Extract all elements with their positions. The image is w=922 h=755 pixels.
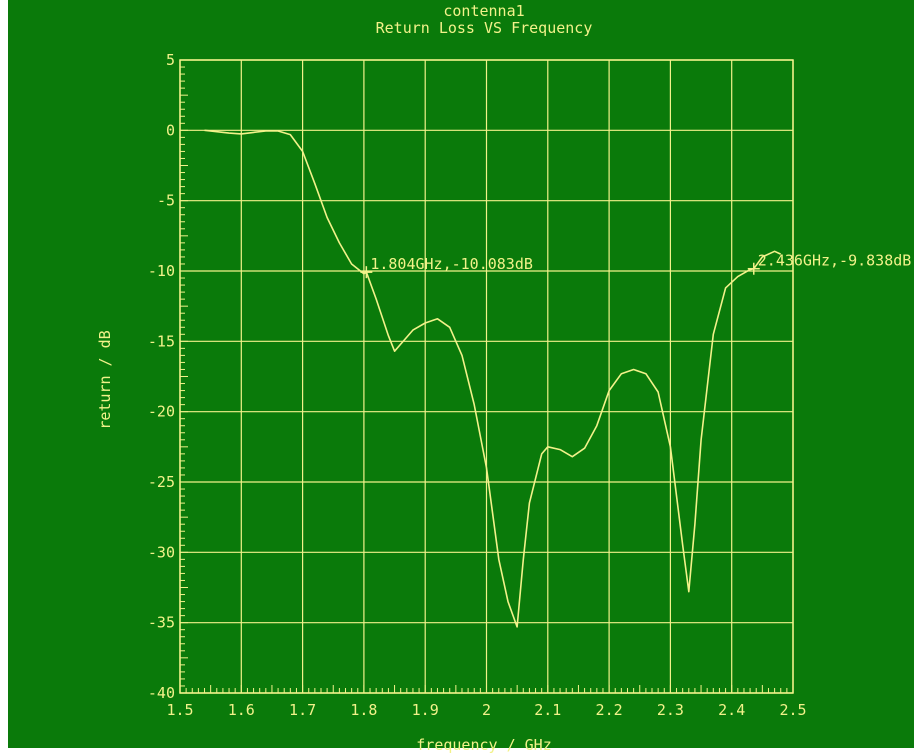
y-tick-label: -5 [157, 192, 175, 210]
plot-frame [8, 0, 914, 748]
y-tick-label: 0 [166, 121, 175, 139]
y-tick-label: -30 [148, 543, 175, 561]
x-tick-label: 2.3 [657, 701, 684, 719]
marker-label: 1.804GHz,-10.083dB [370, 255, 533, 273]
axes-frame [179, 59, 794, 694]
x-tick-label: 1.7 [289, 701, 316, 719]
chart-subtitle: Return Loss VS Frequency [376, 19, 593, 37]
x-tick-label: 1.8 [350, 701, 377, 719]
series-layer [204, 129, 782, 628]
x-tick-label: 2.2 [596, 701, 623, 719]
y-axis-label: return / dB [96, 330, 114, 429]
y-tick-label: -20 [148, 403, 175, 421]
x-tick-label: 2.4 [718, 701, 745, 719]
y-tick-labels: 5 0 -5 -10 -15 -20 -25 -30 -35 -40 [148, 51, 175, 702]
x-tick-label: 1.5 [166, 701, 193, 719]
x-tick-label: 1.9 [412, 701, 439, 719]
marker-label: 2.436GHz,-9.838dB [758, 252, 912, 270]
minor-ticks [179, 59, 794, 694]
x-axis-label: frequency / GHz [416, 736, 551, 754]
x-tick-label: 2 [482, 701, 491, 719]
y-tick-label: -25 [148, 473, 175, 491]
grid-layer [179, 59, 794, 694]
x-tick-label: 1.6 [228, 701, 255, 719]
marker-layer: 1.804GHz,-10.083dB 2.436GHz,-9.838dB [360, 252, 912, 279]
x-tick-label: 2.1 [534, 701, 561, 719]
y-tick-label: -10 [148, 262, 175, 280]
y-tick-label: -35 [148, 614, 175, 632]
series-line [204, 129, 782, 628]
x-tick-label: 2.5 [779, 701, 806, 719]
chart-title: contenna1 [443, 2, 524, 20]
y-tick-label: -40 [148, 684, 175, 702]
y-tick-label: -15 [148, 332, 175, 350]
y-tick-label: 5 [166, 51, 175, 69]
x-tick-labels: 1.5 1.6 1.7 1.8 1.9 2 2.1 2.2 2.3 2.4 2.5 [166, 701, 806, 719]
